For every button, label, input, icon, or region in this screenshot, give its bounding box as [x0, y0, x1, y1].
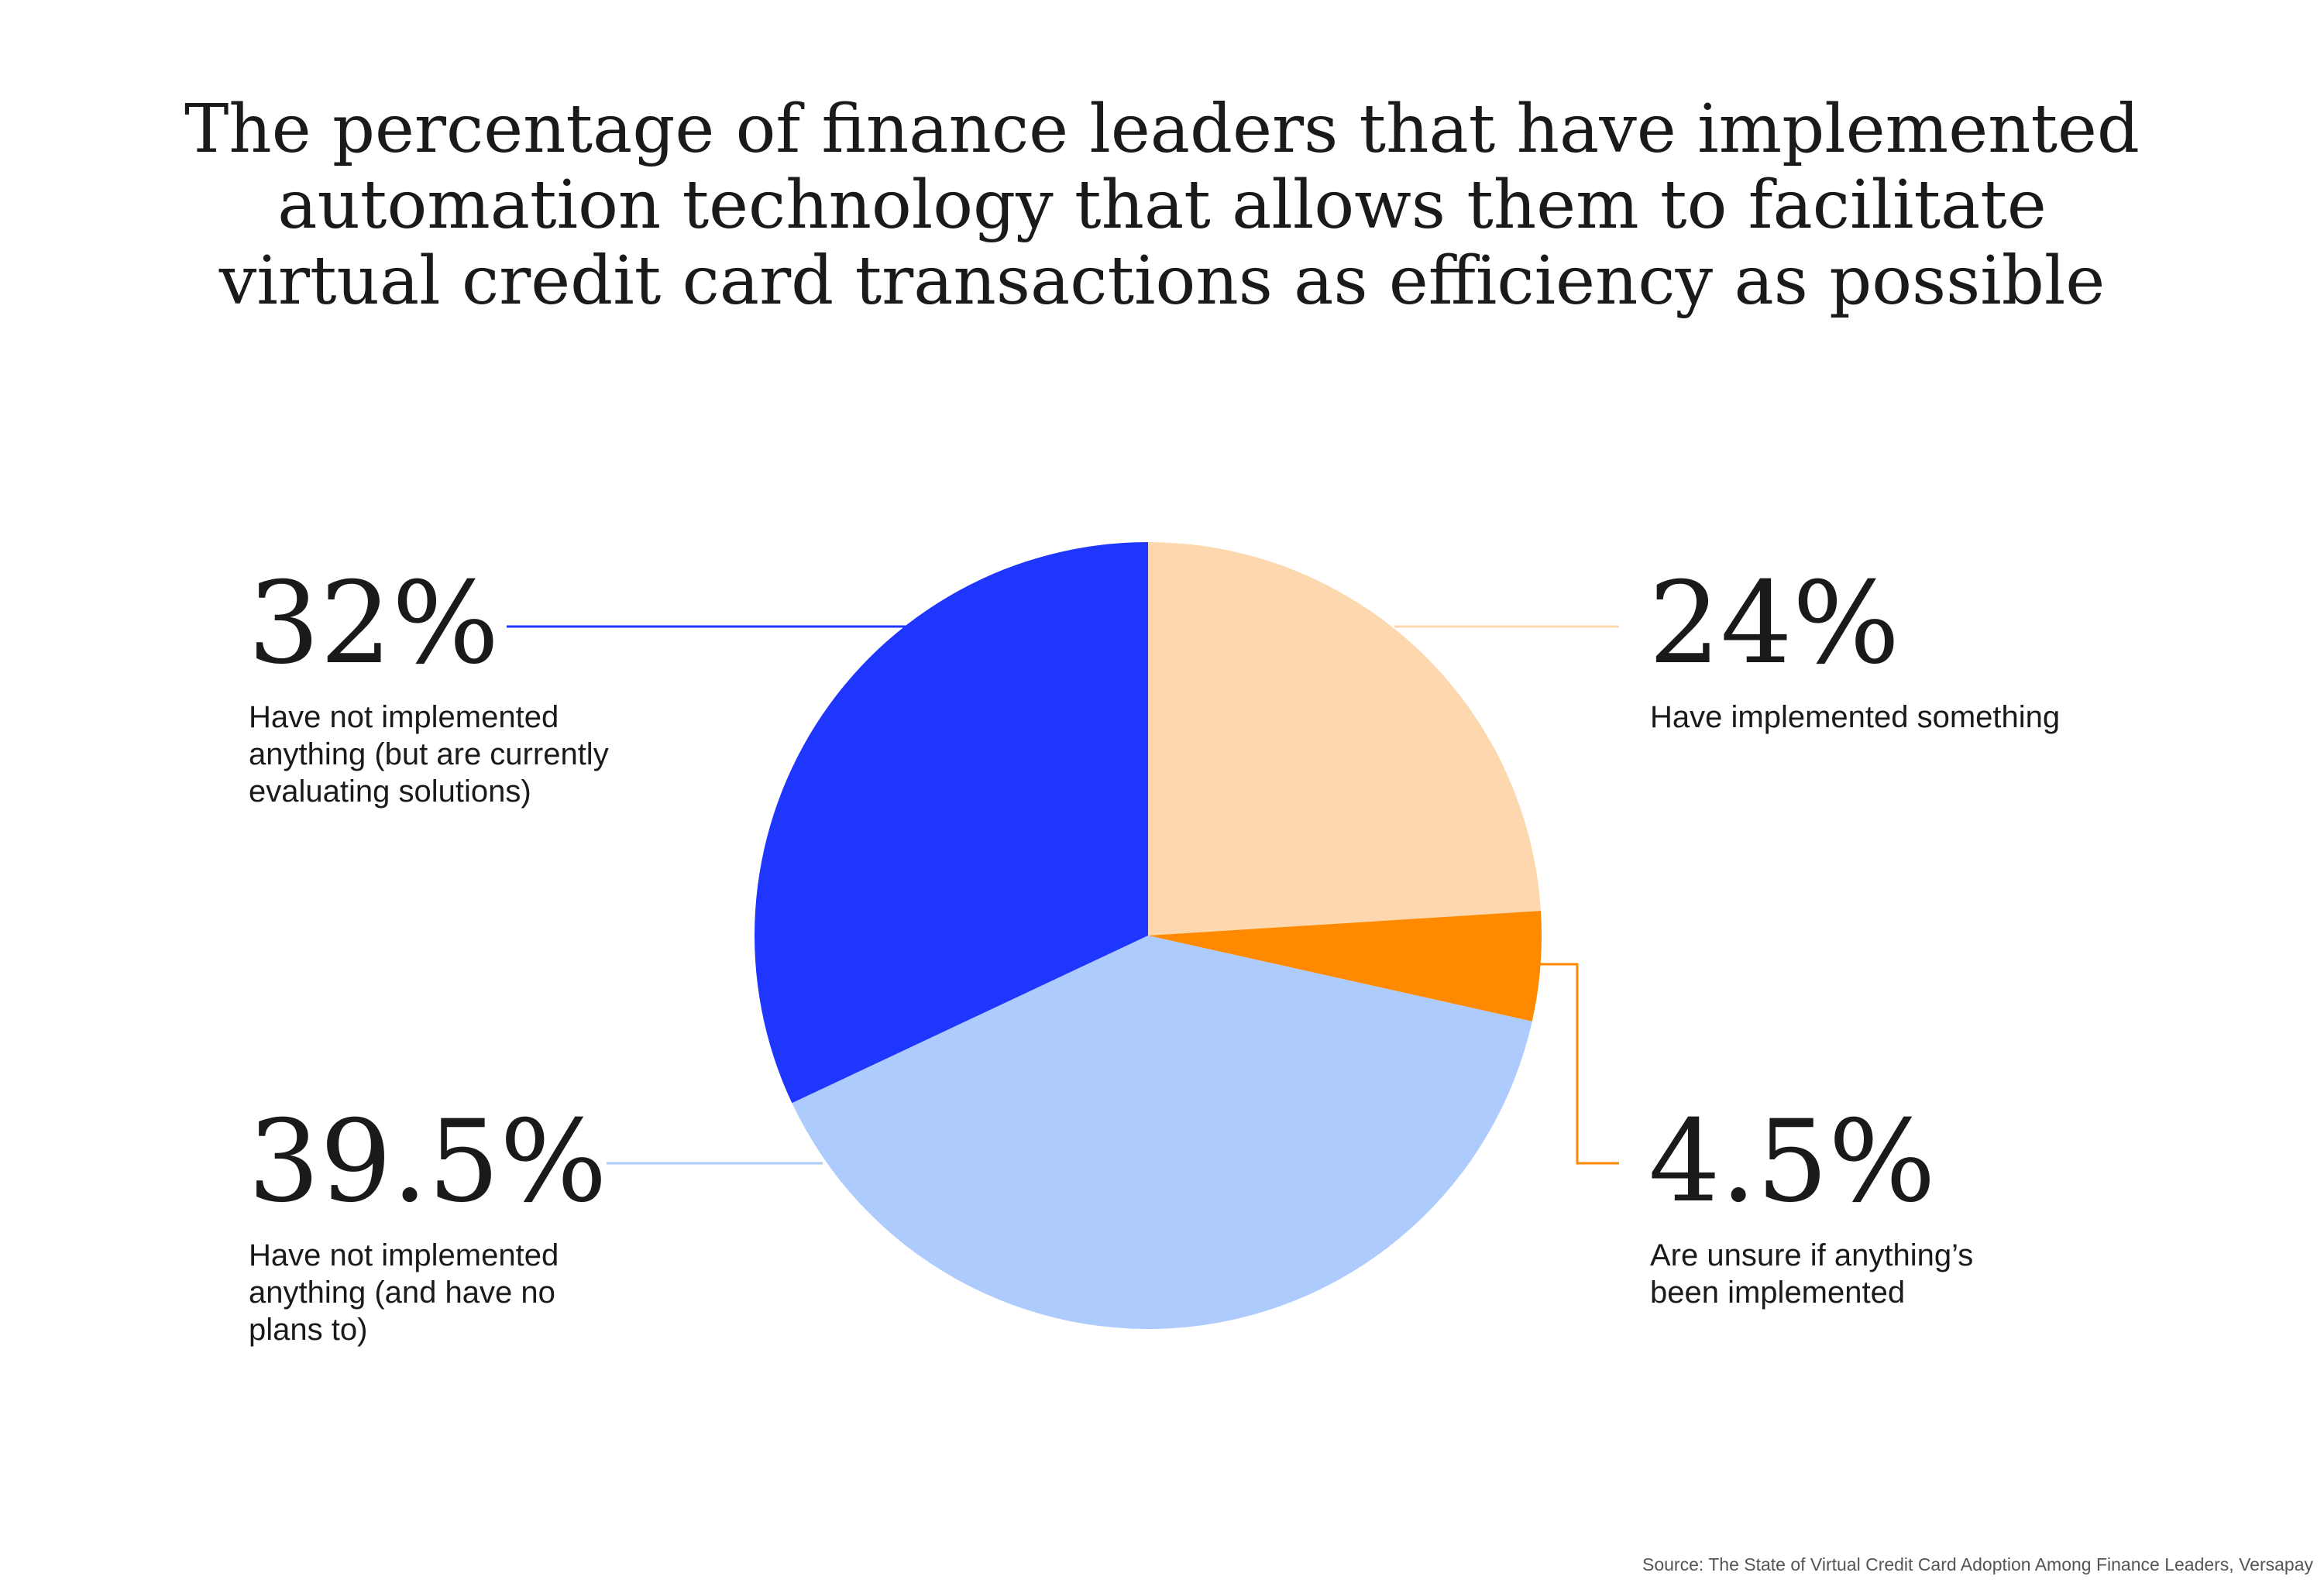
leader-line-unsure [1538, 963, 1619, 1165]
source-note: Source: The State of Virtual Credit Card… [1642, 1554, 2313, 1574]
title-line-1: The percentage of finance leaders that h… [184, 91, 2140, 168]
slice-implemented-something [1148, 542, 1541, 936]
title-line-3: virtual credit card transactions as effi… [218, 242, 2106, 320]
slice-no-plans [792, 936, 1532, 1330]
slice-label-evaluating: 32% [248, 558, 500, 689]
pie-slices [755, 542, 1542, 1330]
slice-desc-no-plans: Have not implemented anything (and have … [249, 1238, 559, 1347]
slice-desc-evaluating: Have not implemented anything (but are c… [249, 700, 609, 809]
slice-evaluating [755, 542, 1148, 1104]
chart-title: The percentage of finance leaders that h… [0, 91, 2324, 319]
title-line-2: automation technology that allows them t… [277, 167, 2047, 244]
leader-lines [507, 625, 1619, 1165]
slice-label-no-plans: 39.5% [248, 1096, 607, 1228]
slice-label-unsure: 4.5% [1648, 1096, 1936, 1228]
slice-desc-unsure: Are unsure if anything’s been implemente… [1650, 1238, 1974, 1310]
slice-unsure [1148, 911, 1542, 1022]
slice-label-implemented-something: 24% [1648, 558, 1900, 689]
slice-desc-implemented-something: Have implemented something [1650, 700, 2061, 734]
